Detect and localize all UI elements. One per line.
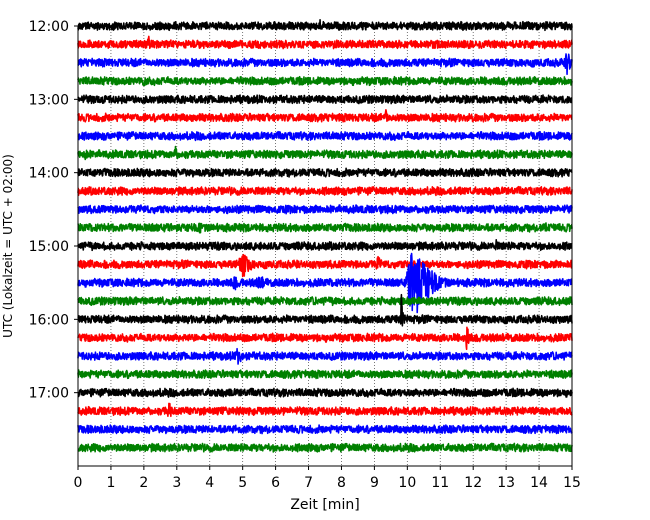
trace-1400: [77, 167, 573, 178]
x-tick-label: 10: [398, 475, 416, 491]
x-tick-label: 12: [464, 475, 482, 491]
trace-1630: [77, 347, 573, 365]
x-tick-label: 6: [271, 475, 280, 491]
trace-1430: [77, 204, 573, 215]
y-tick-label: 13:00: [29, 92, 69, 108]
trace-1745: [77, 442, 573, 453]
trace-1230: [77, 53, 573, 76]
x-axis-label: Zeit [min]: [290, 497, 359, 513]
y-axis-label: UTC (Lokalzeit = UTC + 02:00): [1, 154, 15, 338]
trace-1300: [77, 94, 573, 105]
y-tick-label: 12:00: [29, 19, 69, 35]
x-tick-label: 3: [172, 475, 181, 491]
trace-1615: [77, 326, 573, 351]
y-tick-label: 14:00: [29, 166, 69, 182]
x-tick-label: 1: [106, 475, 115, 491]
x-tick-label: 14: [530, 475, 548, 491]
x-tick-label: 0: [74, 475, 83, 491]
x-tick-label: 13: [497, 475, 515, 491]
trace-1215: [77, 35, 573, 50]
trace-1545: [77, 295, 573, 307]
y-tick-label: 15:00: [29, 239, 69, 255]
x-tick-label: 15: [563, 475, 581, 491]
x-tick-label: 4: [205, 475, 214, 491]
trace-1245: [77, 75, 573, 87]
x-tick-label: 2: [139, 475, 148, 491]
x-tick-label: 5: [238, 475, 247, 491]
trace-1600: [77, 293, 573, 327]
trace-1415: [77, 185, 573, 197]
x-tick-label: 11: [431, 475, 449, 491]
trace-1700: [77, 387, 573, 398]
y-tick-label: 17:00: [29, 386, 69, 402]
trace-1345: [77, 145, 573, 161]
trace-1330: [77, 130, 573, 142]
trace-1530: [77, 252, 573, 314]
x-tick-label: 8: [337, 475, 346, 491]
x-tick-label: 9: [370, 475, 379, 491]
trace-1200: [77, 19, 573, 32]
x-tick-label: 7: [304, 475, 313, 491]
trace-1515: [77, 253, 573, 278]
trace-1645: [77, 369, 573, 380]
y-tick-label: 16:00: [29, 312, 69, 328]
trace-1445: [77, 222, 573, 234]
trace-1500: [77, 239, 573, 252]
x-axis: 0 1 2 3 4 5 6 7 8 9 10 11 12 13 14 15: [74, 466, 581, 491]
trace-1315: [77, 109, 573, 123]
y-axis: 12:00 13:00 14:00 15:00 16:00 17:00: [29, 19, 78, 402]
trace-1715: [77, 402, 573, 418]
traces: [77, 19, 573, 453]
trace-1730: [77, 424, 573, 435]
